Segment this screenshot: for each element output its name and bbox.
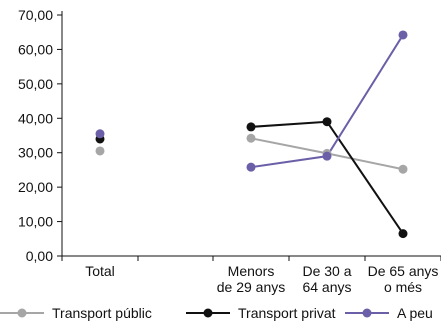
data-point bbox=[398, 164, 408, 174]
y-tick-label: 10,00 bbox=[18, 214, 53, 230]
x-tick-label: De 65 anys bbox=[368, 263, 439, 279]
data-point bbox=[398, 30, 408, 40]
legend-marker bbox=[203, 308, 213, 318]
data-point bbox=[246, 133, 256, 143]
data-point bbox=[246, 122, 256, 132]
y-axis: 0,00 10,00 20,00 30,00 40,00 50,00 60,00 70,00 bbox=[18, 7, 63, 264]
x-tick-label: de 29 anys bbox=[217, 279, 286, 295]
legend: Transport públic Transport privat A peu bbox=[0, 305, 433, 321]
legend-marker bbox=[362, 308, 372, 318]
series-line-2 bbox=[250, 34, 404, 169]
data-point bbox=[398, 229, 408, 239]
data-point bbox=[322, 117, 332, 127]
x-tick-label: o més bbox=[384, 279, 422, 295]
y-tick-label: 60,00 bbox=[18, 41, 53, 57]
y-tick-label: 50,00 bbox=[18, 76, 53, 92]
legend-label: A peu bbox=[397, 305, 433, 321]
y-tick-label: 70,00 bbox=[18, 7, 53, 23]
series-line-1 bbox=[250, 120, 404, 235]
x-tick-label: Total bbox=[85, 263, 115, 279]
data-point bbox=[95, 146, 105, 156]
legend-label: Transport públic bbox=[52, 305, 152, 321]
data-point bbox=[246, 162, 256, 172]
y-tick-label: 20,00 bbox=[18, 179, 53, 195]
data-point bbox=[95, 129, 105, 139]
series-lines bbox=[250, 34, 404, 235]
x-tick-label: Menors bbox=[228, 263, 275, 279]
legend-label: Transport privat bbox=[238, 305, 336, 321]
y-tick-label: 0,00 bbox=[26, 248, 53, 264]
data-point bbox=[322, 151, 332, 161]
y-tick-label: 40,00 bbox=[18, 110, 53, 126]
x-tick-label: De 30 a bbox=[302, 263, 351, 279]
y-tick-label: 30,00 bbox=[18, 145, 53, 161]
series-points bbox=[95, 30, 408, 239]
x-tick-label: 64 anys bbox=[302, 279, 351, 295]
legend-marker bbox=[17, 308, 27, 318]
